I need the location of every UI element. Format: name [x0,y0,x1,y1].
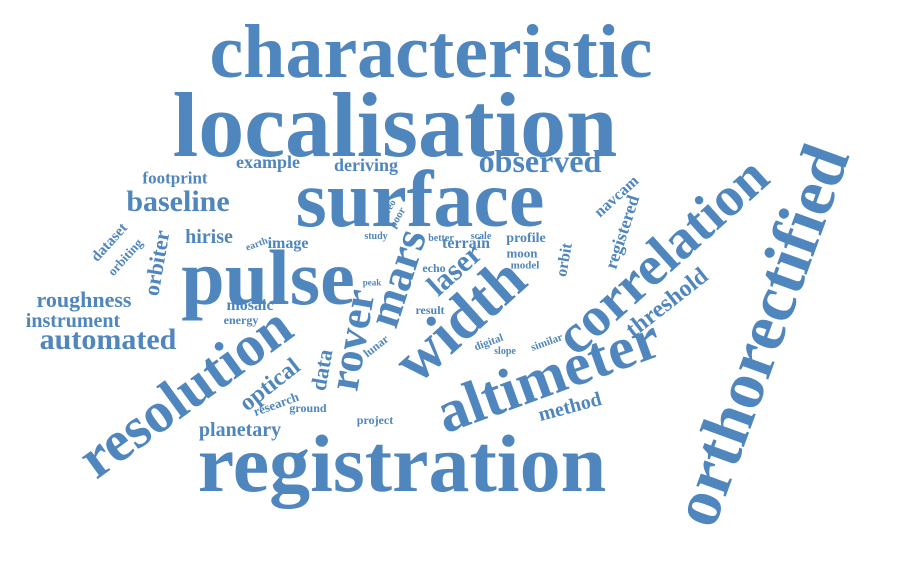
word-orbit: orbit [553,241,576,279]
word-registration: registration [197,418,607,509]
word-result: result [415,303,445,317]
word-terrain: terrain [442,235,490,252]
word-instrument: instrument [25,310,121,332]
word-slope: slope [494,346,516,357]
word-echo: echo [422,261,446,275]
word-model: model [510,259,540,272]
word-image: image [267,235,309,252]
word-observed: observed [478,143,602,179]
word-peak: peak [362,277,382,288]
word-ground: ground [289,401,327,415]
word-scale: scale [470,231,492,242]
word-orbiter: orbiter [138,228,175,298]
word-roughness: roughness [36,287,132,312]
word-profile: profile [506,231,546,246]
word-automated: automated [39,323,177,356]
word-surface: surface [295,156,545,244]
word-study: study [364,231,388,242]
word-hirise: hirise [185,226,233,248]
word-localisation: localisation [172,74,618,176]
word-planetary: planetary [198,419,282,441]
word-better: better [428,233,454,244]
word-energy: energy [223,313,259,327]
word-example: example [236,152,300,172]
word-pulse: pulse [181,234,355,321]
word-project: project [356,413,394,427]
word-mosaic: mosaic [226,297,274,314]
word-baseline: baseline [126,185,230,218]
word-moon: moon [506,245,538,261]
word-footprint: footprint [142,168,208,188]
word-characteristic: characteristic [209,10,653,94]
word-deriving: deriving [333,155,399,175]
